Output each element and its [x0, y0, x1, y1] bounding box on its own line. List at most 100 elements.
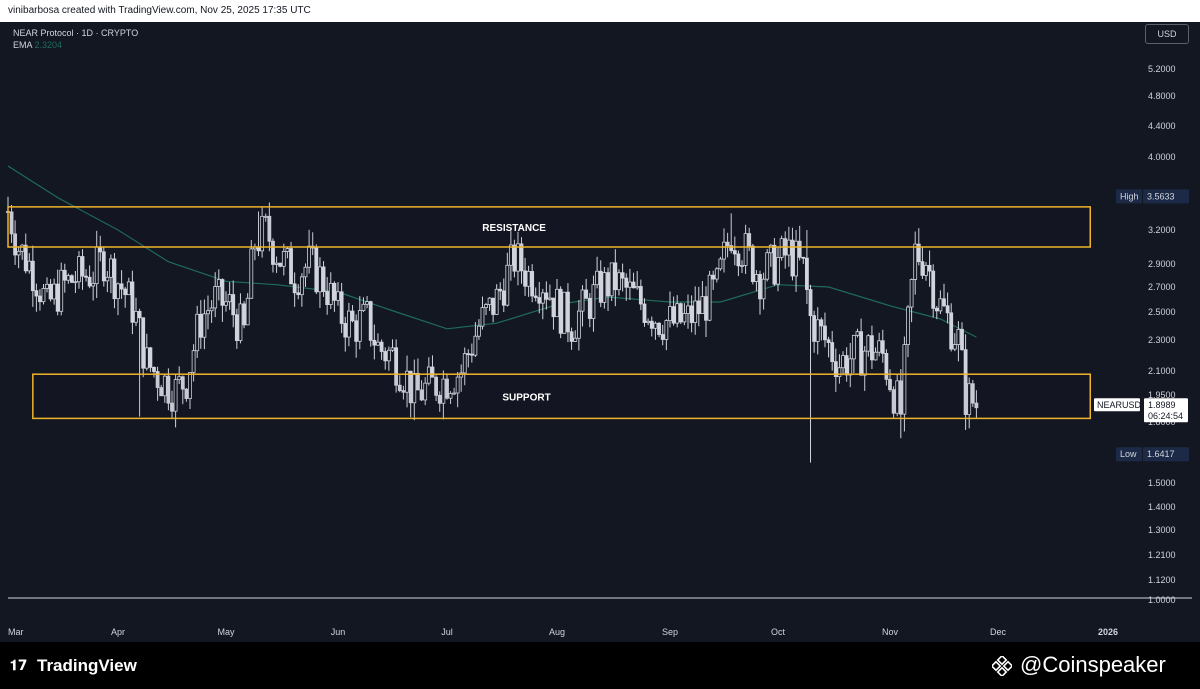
attribution-text: vinibarbosa created with TradingView.com… [8, 5, 311, 16]
candle-body [242, 303, 246, 326]
candle-body [960, 328, 964, 351]
candle-body [289, 248, 293, 285]
candle-body [321, 266, 326, 292]
candle-body [477, 325, 481, 337]
candle-body [77, 256, 81, 283]
price-chart[interactable]: 5.20004.80004.40004.00003.60003.20002.90… [0, 0, 1200, 642]
candle-body [109, 258, 113, 278]
candle-body [913, 243, 918, 280]
candle-body [558, 288, 563, 334]
candle-body [119, 283, 124, 290]
ema-line [7, 165, 977, 338]
candle-body [808, 289, 813, 317]
candle-body [191, 350, 196, 373]
candle-body [970, 383, 975, 404]
candle-body [448, 393, 453, 399]
y-tick-label: 2.7000 [1148, 282, 1176, 292]
candle-body [494, 288, 499, 315]
candle-body [609, 262, 614, 297]
candle-body [815, 319, 820, 342]
y-tick-label: 1.3000 [1148, 525, 1176, 535]
candle-body [732, 250, 737, 255]
candle-body [909, 279, 914, 308]
x-tick-label: Aug [549, 627, 565, 637]
candle-body [466, 353, 471, 356]
candle-body [906, 306, 910, 345]
candle-body [267, 215, 272, 242]
candle-body [16, 250, 21, 256]
support-zone[interactable] [32, 373, 1092, 420]
candle-body [357, 310, 362, 342]
candle-body [675, 303, 680, 324]
candle-body [508, 244, 513, 266]
candle-body [595, 270, 599, 286]
x-tick-label: Jun [331, 627, 346, 637]
candle-body [231, 294, 236, 316]
candle-body [423, 382, 428, 401]
candle-body [13, 233, 17, 256]
candle-body [884, 353, 889, 380]
candle-body [823, 325, 827, 341]
candle-body [401, 390, 406, 393]
candle-body [765, 252, 770, 280]
ema-label: EMA [13, 40, 33, 50]
candle-body [617, 272, 621, 291]
candle-body [155, 371, 160, 388]
y-tick-label: 1.0000 [1148, 595, 1176, 605]
candle-body [325, 291, 330, 305]
candle-body [94, 246, 99, 285]
candle-body [216, 279, 221, 287]
x-tick-label: Mar [8, 627, 24, 637]
candle-body [722, 241, 726, 260]
candle-body [27, 260, 32, 272]
candle-body [747, 233, 752, 247]
candle-body [833, 361, 838, 378]
symbol-line: NEAR Protocol · 1D · CRYPTO [13, 28, 139, 38]
candle-body [573, 337, 578, 342]
candle-body [271, 240, 275, 265]
resistance-zone[interactable] [7, 206, 1092, 248]
candle-body [624, 277, 629, 288]
candle-body [866, 335, 871, 352]
candle-body [9, 211, 14, 235]
candle-body [870, 335, 874, 361]
candle-body [73, 281, 78, 284]
candle-body [859, 331, 863, 376]
last-price-countdown: 06:24:54 [1148, 411, 1183, 421]
candle-body [638, 286, 643, 305]
candle-body [635, 286, 640, 289]
resistance-zone-label: RESISTANCE [482, 223, 546, 234]
candle-body [441, 378, 446, 404]
candle-body [339, 291, 344, 324]
candle-body [689, 305, 694, 323]
y-tick-label: 4.0000 [1148, 152, 1176, 162]
candle-body [394, 347, 399, 386]
candle-body [38, 295, 42, 303]
candle-body [469, 353, 474, 356]
candle-body [173, 379, 178, 412]
candle-body [48, 283, 53, 300]
candle-body [526, 271, 531, 287]
candle-body [537, 297, 542, 304]
candle-body [750, 245, 755, 282]
candle-body [844, 355, 849, 376]
candle-body [736, 253, 741, 267]
candle-body [516, 243, 520, 272]
candle-body [761, 278, 766, 300]
y-tick-label: 5.2000 [1148, 64, 1176, 74]
candle-body [91, 283, 96, 287]
candle-body [69, 275, 74, 283]
candle-body [419, 389, 424, 401]
high-marker: High 3.5633 [1116, 189, 1189, 204]
candle-body [642, 303, 647, 323]
currency-button[interactable]: USD [1145, 24, 1189, 44]
candle-body [580, 289, 585, 312]
candle-body [299, 276, 304, 296]
candle-body [602, 272, 607, 303]
candle-body [386, 349, 391, 362]
candle-body [776, 257, 780, 285]
candle-body [902, 344, 907, 415]
candle-body [830, 342, 835, 363]
candle-body [23, 244, 28, 272]
candle-body [501, 290, 506, 306]
